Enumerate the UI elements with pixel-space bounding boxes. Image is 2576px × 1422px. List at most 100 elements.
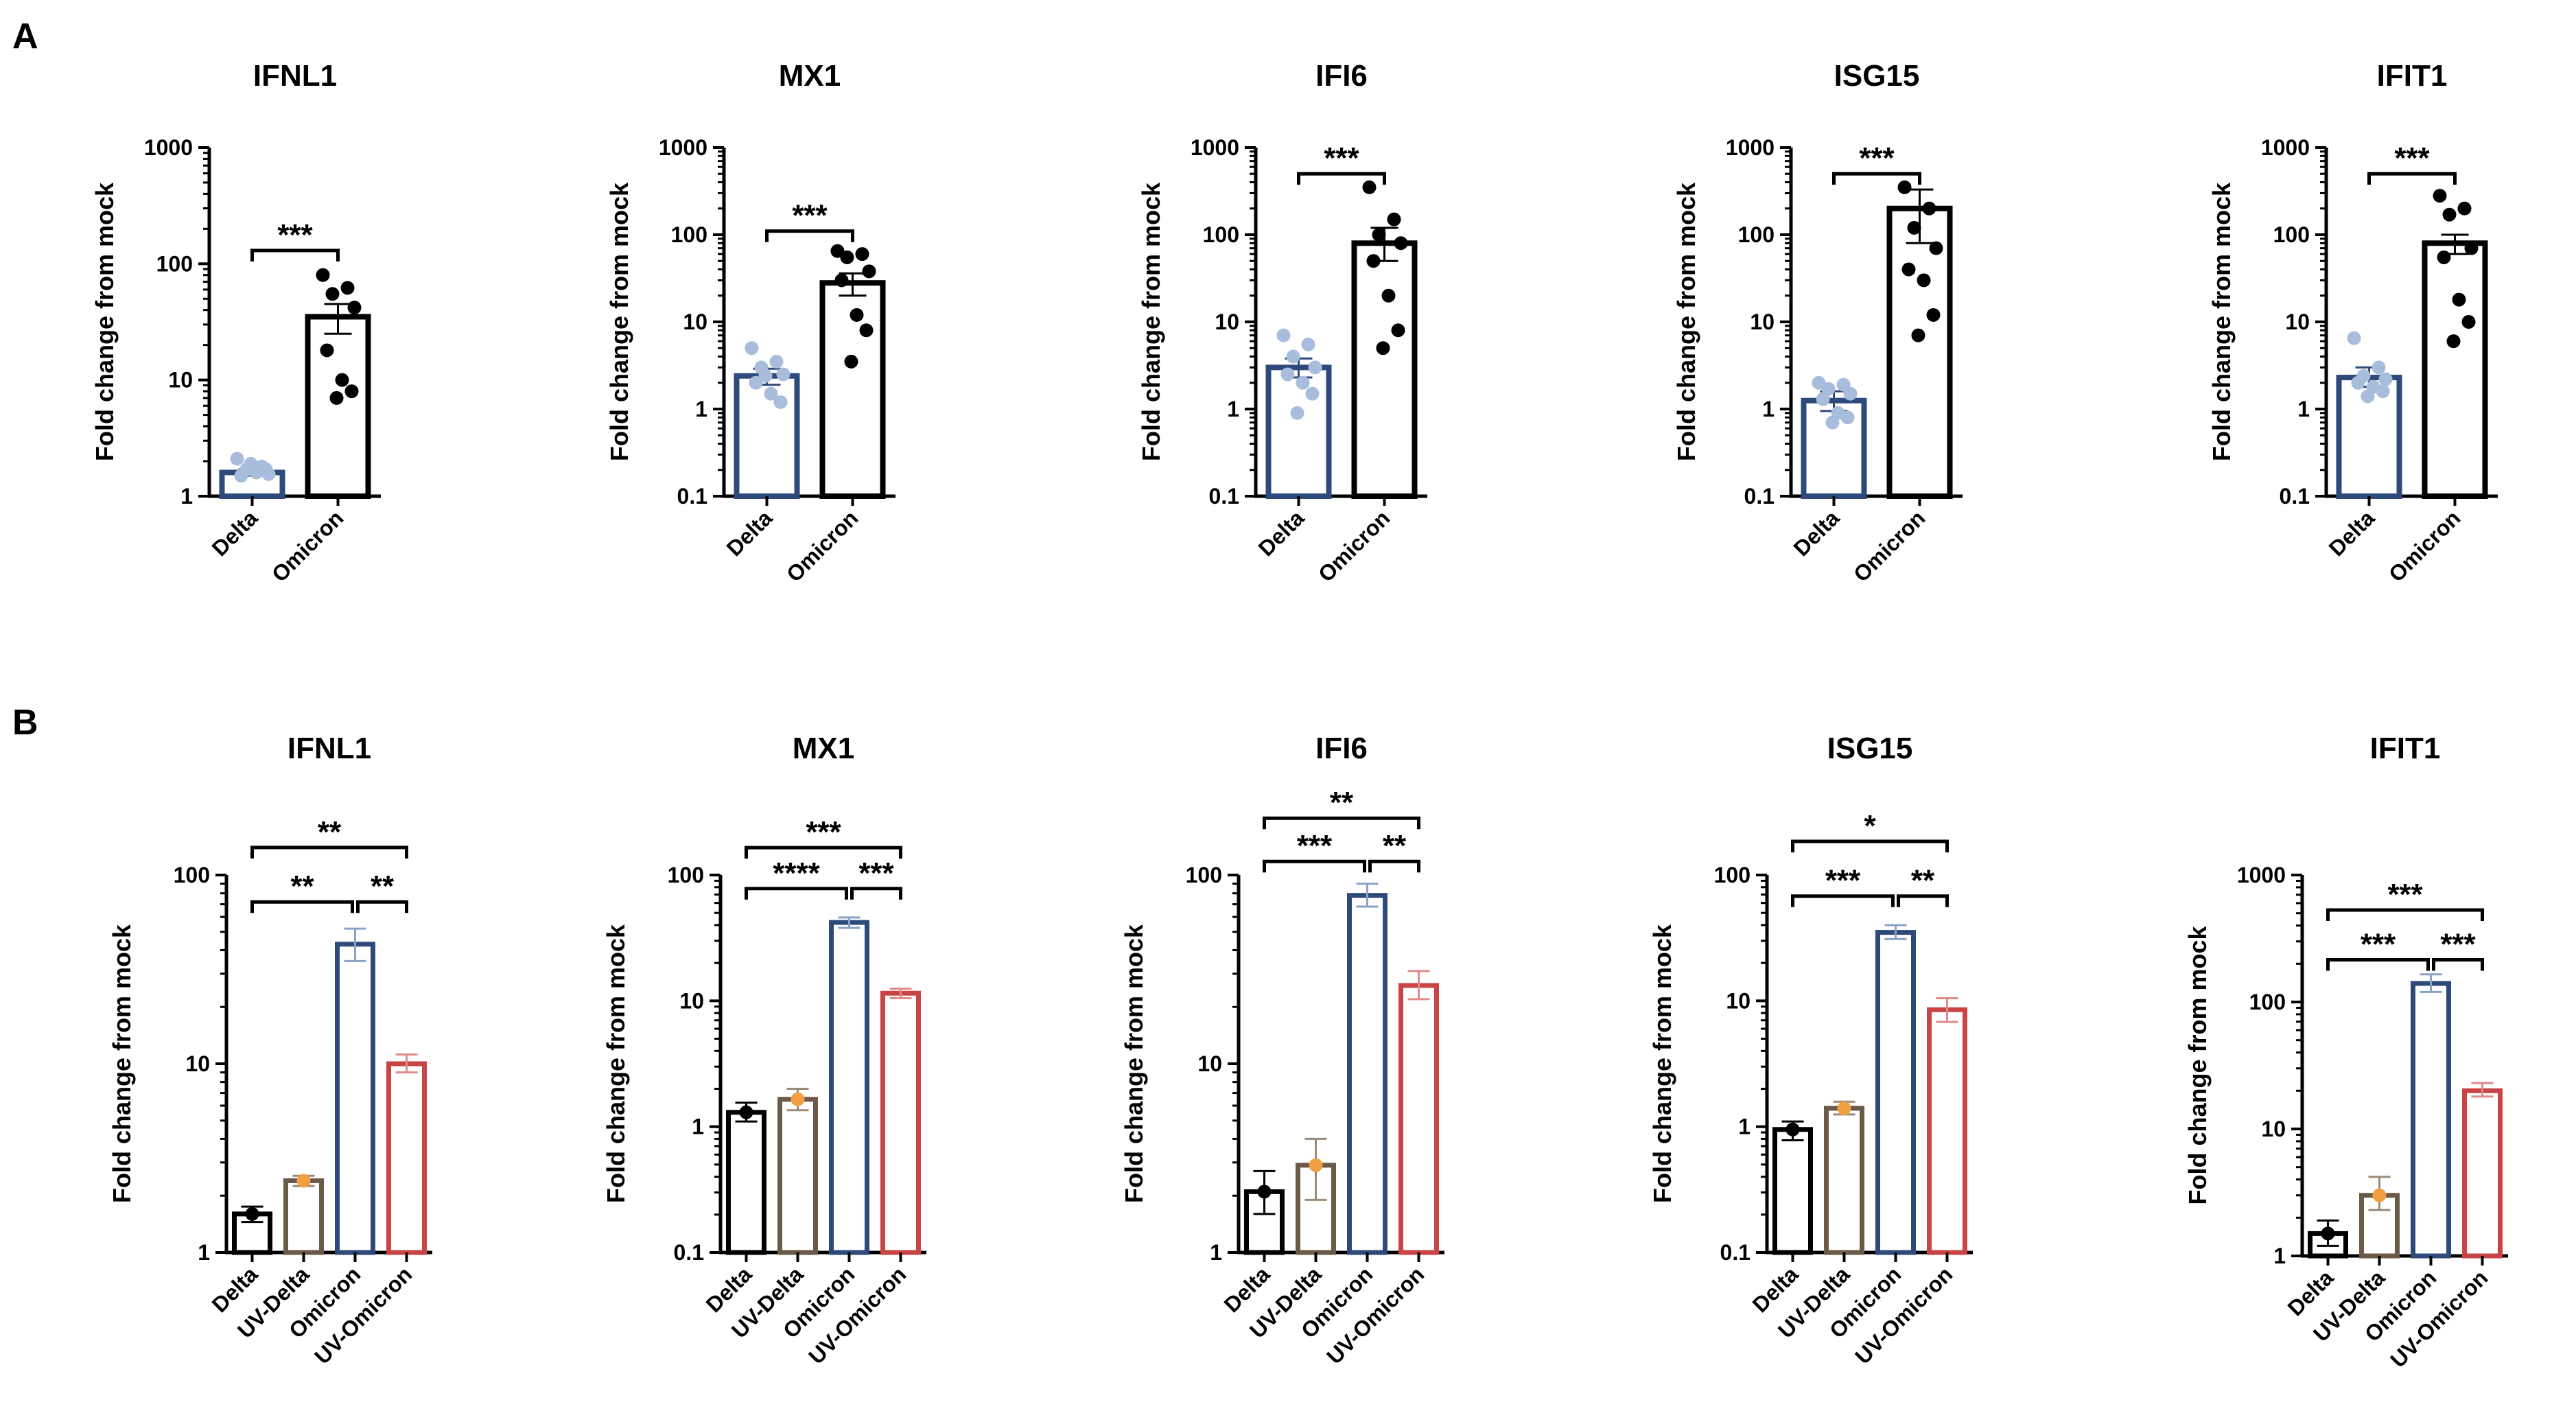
significance-label: *** <box>1825 864 1861 898</box>
significance-label: *** <box>858 856 894 890</box>
bar-delta <box>726 1110 766 1255</box>
chart-title: IFIT1 <box>2377 59 2448 93</box>
significance-bracket <box>1897 894 1949 907</box>
y-tick-label: 0.1 <box>1209 484 1239 509</box>
significance-label: ** <box>318 815 342 849</box>
data-point <box>1837 1101 1851 1115</box>
y-tick-label: 100 <box>1738 222 1775 247</box>
data-point <box>850 307 864 322</box>
y-axis-label: Fold change from mock <box>1137 182 1165 461</box>
x-tick-label: Delta <box>1789 505 1845 561</box>
chart-title: IFI6 <box>1315 59 1368 93</box>
y-tick-label: 1 <box>198 1240 210 1265</box>
data-point <box>2372 360 2386 375</box>
bar-omicron <box>1351 240 1418 499</box>
y-tick-label: 100 <box>1203 222 1239 247</box>
significance-bracket <box>2326 957 2430 971</box>
data-point <box>1366 254 1381 268</box>
data-point <box>1917 273 1931 288</box>
y-tick-label: 0.1 <box>674 1240 704 1265</box>
data-point <box>1301 337 1315 351</box>
y-tick-label: 10 <box>1750 310 1775 334</box>
data-point <box>1308 360 1322 375</box>
x-tick-label: Omicron <box>1849 505 1930 586</box>
significance-label: *** <box>2387 878 2423 911</box>
data-point <box>1897 180 1912 194</box>
y-tick-label: 0.1 <box>1744 484 1775 509</box>
bar-omicron <box>2411 981 2451 1259</box>
data-point <box>1825 415 1840 430</box>
y-tick-label: 10 <box>168 368 193 393</box>
y-tick-label: 1 <box>1738 1115 1750 1139</box>
chart-title: IFI6 <box>1315 732 1368 765</box>
significance-label: *** <box>806 815 841 849</box>
chart-title: ISG15 <box>1834 59 1920 93</box>
data-point <box>1309 1158 1323 1172</box>
data-point <box>2446 334 2461 349</box>
data-point <box>347 301 362 315</box>
significance-label: *** <box>1859 141 1895 175</box>
data-point <box>2347 331 2361 345</box>
y-tick-label: 1 <box>180 484 193 509</box>
significance-bracket <box>2367 172 2457 185</box>
y-tick-label: 1 <box>1762 397 1775 421</box>
data-point <box>2437 250 2451 264</box>
bar-omicron <box>829 920 869 1255</box>
y-tick-label: 100 <box>671 222 707 247</box>
x-tick-label: Omicron <box>1313 505 1394 586</box>
bar-omicron <box>335 942 375 1255</box>
y-axis-label: Fold change from mock <box>1648 924 1676 1203</box>
significance-label: ** <box>1383 829 1407 863</box>
data-point <box>1362 180 1377 194</box>
x-tick-label: Omicron <box>267 505 348 586</box>
y-tick-label: 100 <box>1186 863 1222 887</box>
y-axis-label: Fold change from mock <box>1120 924 1148 1203</box>
chart-a-isg15: ISG15 Fold change from mock 0.1 1 10 100 1000 D… <box>1672 59 1963 587</box>
data-point <box>2433 189 2447 203</box>
y-tick-label: 100 <box>2249 990 2286 1014</box>
y-tick-label: 1 <box>692 1115 704 1139</box>
chart-title: ISG15 <box>1827 732 1913 765</box>
data-point <box>2442 207 2457 222</box>
panel-letter-a: A <box>12 16 38 56</box>
y-tick-label: 0.1 <box>677 484 707 509</box>
data-point <box>1394 236 1408 250</box>
bar-uv-delta <box>777 1097 818 1255</box>
y-tick-label: 1000 <box>2261 135 2310 160</box>
significance-label: *** <box>277 218 313 252</box>
significance-bracket <box>850 887 902 900</box>
data-point <box>344 384 359 399</box>
y-tick-label: 1 <box>2273 1244 2286 1268</box>
significance-bracket <box>765 229 854 242</box>
chart-title: IFNL1 <box>288 732 371 765</box>
significance-bracket <box>1832 172 1921 185</box>
data-point <box>791 1092 805 1106</box>
data-point <box>834 273 849 288</box>
data-point <box>758 369 773 383</box>
data-point <box>329 391 344 405</box>
data-point <box>1381 288 1396 303</box>
significance-bracket <box>1368 859 1420 873</box>
data-point <box>2361 389 2375 404</box>
bar-uv-omicron <box>386 1061 427 1255</box>
data-point <box>1257 1185 1272 1199</box>
data-point <box>296 1174 311 1188</box>
significance-bracket <box>250 846 408 859</box>
data-point <box>764 386 778 401</box>
y-tick-label: 10 <box>679 988 704 1013</box>
y-tick-label: 1 <box>1227 397 1239 421</box>
data-point <box>855 247 869 261</box>
significance-label: *** <box>792 199 828 233</box>
data-point <box>1280 367 1295 382</box>
significance-bracket <box>1263 816 1420 830</box>
data-point <box>862 264 876 279</box>
data-point <box>335 373 349 387</box>
data-point <box>1816 392 1830 406</box>
data-point <box>840 250 854 264</box>
y-tick-label: 1000 <box>144 135 193 160</box>
